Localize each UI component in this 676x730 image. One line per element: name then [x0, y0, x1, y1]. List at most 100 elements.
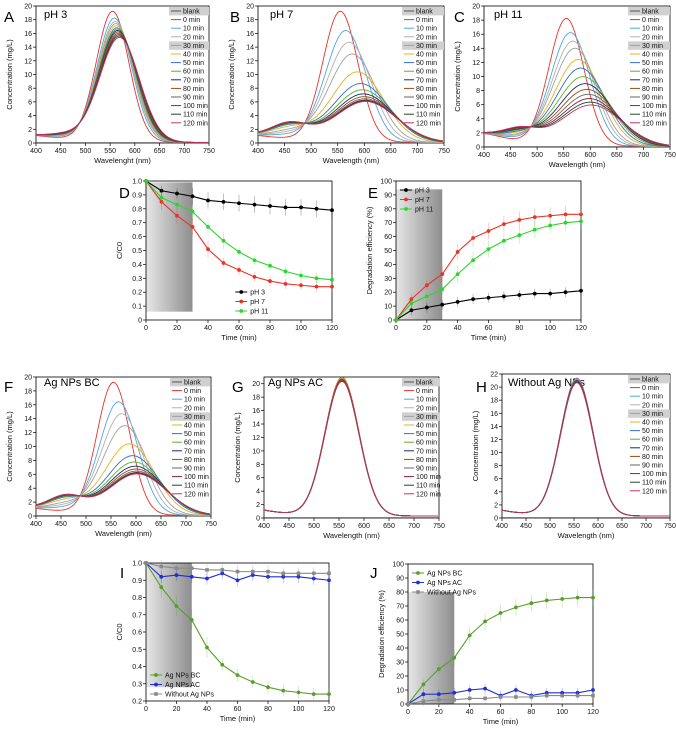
- d-y-tick-label: 0.6: [132, 234, 142, 241]
- c-x-tick-label: 600: [584, 152, 596, 159]
- f-y-tick-label: 12: [24, 430, 32, 437]
- data-point: [452, 690, 457, 695]
- legend-label: 20 min: [642, 402, 663, 409]
- data-point: [159, 188, 164, 193]
- h-y-tick-label: 16: [490, 411, 498, 418]
- legend-label: 80 min: [642, 454, 663, 461]
- data-point: [237, 201, 241, 206]
- j-x-tick-label: 0: [406, 709, 410, 716]
- data-point: [437, 698, 441, 702]
- g-x-tick-label: 400: [258, 523, 270, 530]
- legend-marker: [416, 590, 420, 594]
- data-point: [421, 682, 426, 687]
- data-point: [483, 696, 487, 701]
- series-ph-3: [394, 285, 583, 322]
- legend-label: Ag NPs AC: [165, 682, 200, 689]
- legend-label: 100 min: [184, 474, 209, 481]
- data-point: [205, 576, 209, 581]
- e-y-tick-label: 40: [384, 262, 392, 269]
- data-point: [436, 692, 441, 697]
- panel-title-f: Ag NPs BC: [44, 377, 100, 389]
- spectrum-curve: [36, 401, 211, 516]
- legend-highlight: [628, 7, 670, 16]
- f-x-tick-label: 550: [105, 521, 117, 528]
- j-y-tick-label: 10: [396, 688, 404, 695]
- spectrum-curve: [502, 382, 670, 517]
- b-x-tick-label: 700: [412, 148, 424, 155]
- c-x-tick-label: 400: [478, 152, 490, 159]
- data-point: [579, 212, 583, 217]
- g-y-tick-label: 16: [252, 408, 260, 415]
- c-y-tick-label: 16: [472, 32, 480, 39]
- legend-label: 100 min: [183, 103, 208, 110]
- h-y-tick-label: 12: [490, 437, 498, 444]
- data-point: [502, 294, 506, 299]
- data-point: [514, 605, 518, 610]
- panel-h: H 400 450 500 550 600 650 700 750 0 2 4 6 8 10 12 14 16 18…: [471, 372, 676, 541]
- legend-label: 10 min: [416, 397, 437, 404]
- spectrum-curve: [484, 32, 669, 147]
- legend-label: 100 min: [642, 471, 667, 478]
- legend-label: 120 min: [642, 120, 667, 127]
- e-y-tick-label: 100: [380, 179, 392, 186]
- spectra-curves: [36, 381, 211, 516]
- f-x-tick-label: 500: [80, 521, 92, 528]
- c-x-tick-label: 750: [664, 152, 676, 159]
- g-y-tick-label: 6: [256, 475, 260, 482]
- i-y-tick-label: 0.2: [132, 699, 142, 706]
- legend-marker: [404, 207, 408, 211]
- d-x-tick-label: 100: [295, 325, 307, 332]
- j-x-tick-label: 60: [497, 709, 505, 716]
- data-point: [174, 566, 179, 570]
- b-y-axis-label: Concentration (mg/L): [227, 39, 236, 110]
- i-y-tick-label: 0.8: [132, 595, 142, 602]
- legend-label: 40 min: [416, 423, 437, 430]
- spectra-curves: [484, 18, 670, 147]
- legend-label: 70 min: [183, 77, 204, 84]
- h-x-tick-label: 550: [568, 523, 580, 530]
- g-y-tick-label: 0: [256, 516, 260, 523]
- data-point: [406, 702, 410, 706]
- i-x-axis-label: Time (min): [220, 714, 256, 723]
- legend-label: 10 min: [642, 26, 663, 33]
- d-y-tick-label: 0.3: [132, 276, 142, 283]
- c-x-tick-label: 450: [505, 152, 517, 159]
- b-x-tick-label: 500: [305, 148, 317, 155]
- panel-letter-f: F: [4, 379, 13, 396]
- g-y-tick-label: 20: [252, 381, 260, 388]
- legend-label: 90 min: [184, 466, 205, 473]
- data-point: [311, 692, 316, 696]
- g-y-tick-label: 10: [252, 448, 260, 455]
- g-x-tick-label: 750: [433, 523, 445, 530]
- data-point: [529, 695, 534, 699]
- a-y-tick-label: 16: [24, 31, 32, 38]
- legend-label: 60 min: [183, 69, 204, 76]
- legend-label: blank: [183, 9, 200, 16]
- legend-label: 80 min: [416, 457, 437, 464]
- e-x-tick-label: 100: [544, 325, 556, 332]
- legend-marker: [239, 309, 244, 313]
- legend-label: 110 min: [183, 112, 207, 119]
- data-point: [424, 294, 429, 299]
- b-y-tick-label: 20: [246, 4, 254, 11]
- d-x-tick-label: 60: [235, 325, 243, 332]
- series-ag-nps-ac: [144, 561, 331, 587]
- j-y-tick-label: 30: [396, 660, 404, 667]
- legend-label: 10 min: [642, 394, 663, 401]
- dark-period-band: [146, 563, 192, 688]
- legend-label: 30 min: [416, 414, 437, 421]
- legend-label: 70 min: [184, 448, 205, 455]
- legend-marker: [154, 692, 158, 696]
- legend-label: 70 min: [642, 77, 663, 84]
- b-x-tick-label: 450: [279, 148, 291, 155]
- series-ag-nps-bc: [406, 589, 595, 706]
- h-y-tick-label: 8: [494, 463, 498, 470]
- data-point: [486, 247, 491, 252]
- legend-label: 120 min: [642, 488, 667, 495]
- b-y-tick-label: 16: [246, 31, 254, 38]
- data-point: [575, 595, 580, 600]
- data-point: [221, 238, 226, 243]
- legend-label: 0 min: [642, 385, 659, 392]
